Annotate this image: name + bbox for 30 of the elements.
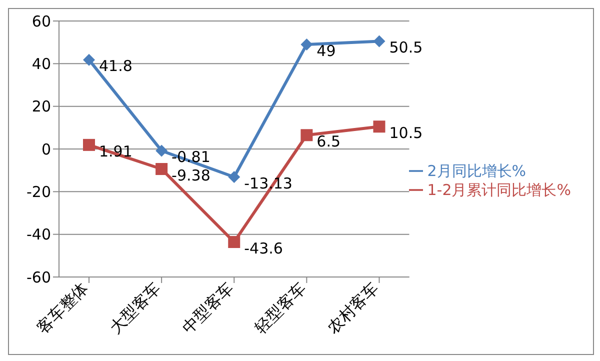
point — [83, 138, 95, 151]
point — [300, 129, 313, 142]
y-tick-label: 60 — [32, 12, 51, 30]
y-tick-label: -40 — [26, 226, 51, 244]
point — [373, 35, 386, 48]
data-label: 50.5 — [389, 38, 423, 57]
data-label: -43.6 — [244, 239, 283, 258]
y-tick-label: 40 — [32, 54, 51, 73]
point — [228, 171, 240, 184]
point — [83, 54, 95, 66]
point — [300, 38, 313, 50]
y-tick-label: 0 — [41, 140, 51, 158]
data-label: 49 — [316, 42, 336, 60]
data-label: 6.5 — [316, 132, 341, 150]
point — [156, 163, 168, 176]
point — [156, 144, 168, 157]
data-label: 41.8 — [99, 57, 132, 76]
legend-label: 2月同比增长% — [427, 162, 526, 180]
point — [228, 236, 240, 248]
x-tick-label: 轻型客车 — [250, 278, 310, 338]
y-tick-label: -20 — [26, 182, 51, 201]
x-tick-label: 中型客车 — [178, 278, 237, 338]
y-tick-label: 20 — [32, 98, 51, 116]
x-tick-label: 农村客车 — [323, 278, 382, 338]
point — [373, 120, 386, 133]
legend-label: 1-2月累计同比增长% — [427, 180, 571, 198]
data-label: -9.38 — [172, 166, 210, 184]
y-tick-label: -60 — [26, 268, 51, 286]
x-tick-label: 大型客车 — [106, 278, 164, 338]
data-label: 10.5 — [389, 124, 423, 142]
